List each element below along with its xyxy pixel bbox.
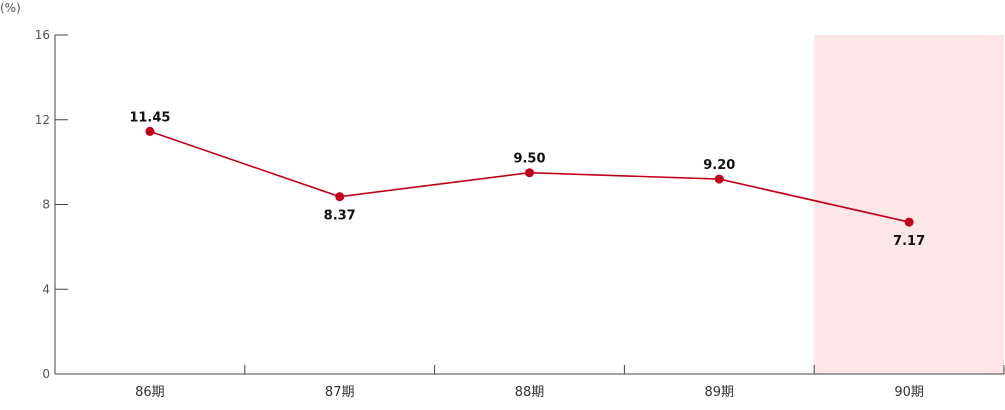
x-tick-label: 89期: [705, 385, 735, 400]
y-tick-label: 8: [42, 198, 50, 212]
highlight-band: [814, 35, 1004, 374]
y-tick-label: 0: [42, 367, 50, 381]
x-tick-label: 90期: [894, 385, 924, 400]
data-label: 9.50: [513, 152, 545, 167]
data-label: 7.17: [893, 234, 925, 249]
data-point: [335, 192, 345, 202]
y-tick-label: 12: [35, 113, 50, 127]
data-point: [904, 217, 914, 227]
data-label: 9.20: [703, 158, 735, 173]
data-point: [525, 168, 534, 178]
data-point: [145, 126, 155, 136]
data-point: [714, 174, 724, 184]
y-tick-label: 4: [42, 282, 50, 296]
y-tick-label: 16: [35, 28, 50, 42]
x-tick-label: 86期: [135, 385, 165, 400]
x-tick-label: 87期: [325, 385, 355, 400]
data-label: 11.45: [129, 110, 170, 125]
y-axis-unit-label: (%): [0, 1, 21, 15]
data-label: 8.37: [324, 209, 356, 224]
x-tick-label: 88期: [515, 385, 545, 400]
